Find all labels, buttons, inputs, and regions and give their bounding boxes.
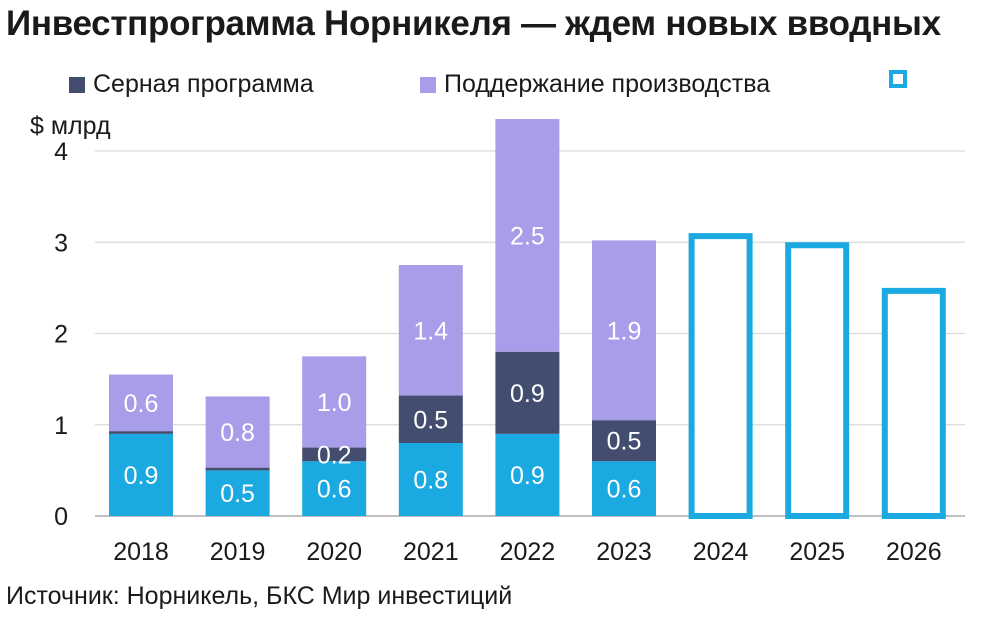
x-tick-label-2021: 2021 [403,538,459,566]
bar-segment-2021-1 [398,395,463,443]
x-tick-label-2020: 2020 [306,538,362,566]
data-label-2020-2: 1.0 [317,389,352,417]
bar-segment-2019-0 [205,470,270,516]
bar-segment-2019-1 [205,467,270,471]
x-tick-label-2023: 2023 [596,538,652,566]
bar-segment-2018-2 [109,374,173,432]
data-labels: 0.9 0.6 0.5 0.8 0.6 0.2 1.0 0.8 0.5 1.4 0.9 0.9 2.5 0… [124,222,642,508]
data-label-2021-0: 0.8 [413,467,448,495]
data-label-2022-2: 2.5 [510,222,545,250]
x-tick-label-2026: 2026 [886,538,942,566]
data-label-2023-1: 0.5 [607,428,642,456]
y-tick-label: 2 [54,321,68,349]
legend-label-maintenance: Поддержание производства [444,70,771,98]
x-tick-label-2024: 2024 [693,538,749,566]
y-tick-label: 4 [54,138,68,166]
data-label-2018-2: 0.6 [124,390,159,418]
legend: Серная программа Поддержание производств… [0,70,1000,100]
legend-swatch-maintenance [420,76,436,93]
y-axis-label: $ млрд [30,112,111,140]
x-tick-label-2018: 2018 [113,538,169,566]
bar-segment-2020-1 [302,447,367,462]
data-label-2019-0: 0.5 [220,480,255,508]
data-label-2020-1: 0.2 [317,441,352,469]
y-tick-label: 1 [54,412,68,440]
bar-segment-2018-0 [109,433,173,516]
data-label-2022-1: 0.9 [510,380,545,408]
bar-segment-2018-1 [109,431,173,434]
data-label-2023-2: 1.9 [607,317,642,345]
x-tick-label-2019: 2019 [210,538,266,566]
data-label-2023-0: 0.6 [607,476,642,504]
legend-swatch-forecast [889,70,907,88]
y-tick-label: 0 [54,503,68,531]
y-tick-label: 3 [54,229,68,257]
bar-segment-2022-1 [495,351,560,434]
data-label-2021-1: 0.5 [413,406,448,434]
bar-segment-2020-2 [302,356,367,448]
legend-swatch-sulfur [69,76,85,93]
data-label-2022-0: 0.9 [510,462,545,490]
bar-segment-2019-2 [205,396,270,468]
source-note: Источник: Норникель, БКС Мир инвестиций [6,582,513,610]
data-label-2018-0: 0.9 [124,462,159,490]
forecast-bar-2024 [688,233,753,519]
bar-segment-2021-0 [398,443,463,516]
chart-title: Инвестпрограмма Норникеля — ждем новых в… [6,4,941,43]
x-tick-label-2025: 2025 [789,538,845,566]
bar-segment-2023-0 [592,461,656,516]
data-label-2020-0: 0.6 [317,476,352,504]
forecast-bar-2026 [881,287,946,519]
bars [109,119,946,519]
bar-segment-2023-1 [592,420,656,462]
legend-item-forecast [889,70,915,88]
bar-segment-2023-2 [592,240,656,421]
data-label-2019-2: 0.8 [220,419,255,447]
bar-segment-2022-0 [495,433,560,516]
legend-item-maintenance: Поддержание производства [420,70,770,99]
tick-labels: 0 1 2 3 4 2018 2019 2020 2021 2022 2023 2024 2025 202… [54,138,942,566]
legend-item-sulfur: Серная программа [69,70,314,99]
x-tick-label-2022: 2022 [500,538,556,566]
legend-label-sulfur: Серная программа [93,70,314,98]
data-label-2021-2: 1.4 [413,317,448,345]
forecast-bar-2025 [785,242,850,519]
bar-segment-2021-2 [398,265,463,396]
bar-segment-2022-2 [495,119,560,352]
bar-segment-2020-0 [302,461,367,516]
